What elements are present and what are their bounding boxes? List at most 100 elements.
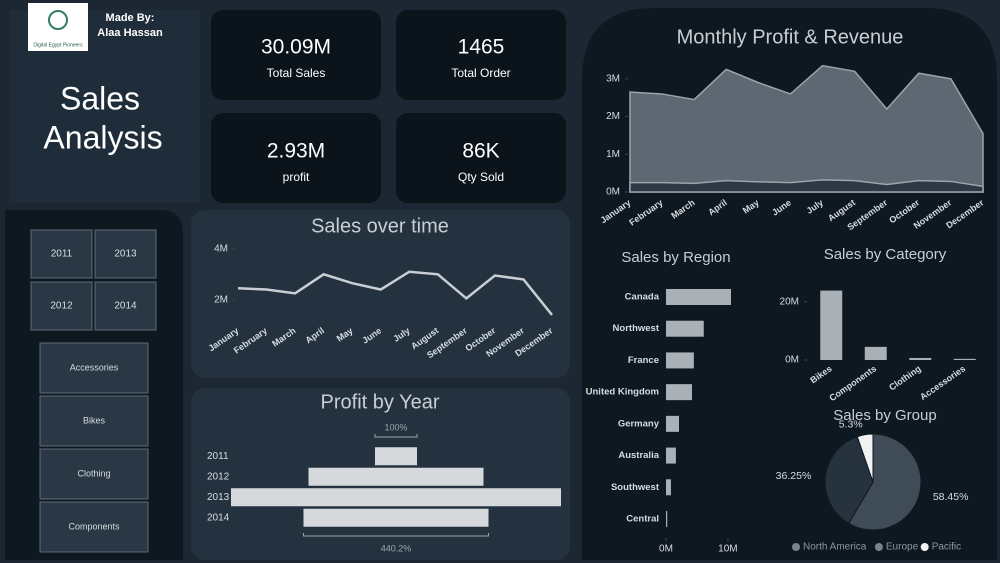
bracket [374,434,418,438]
year-filter-label[interactable]: 2014 [114,301,137,312]
category-filter-label[interactable]: Clothing [77,468,110,478]
kpi-label: Total Sales [267,66,326,80]
kpi-label: Total Order [451,66,510,80]
funnel-bar [231,488,561,507]
bar [666,511,668,527]
title-line: Sales [60,80,140,116]
category-filter[interactable] [39,501,149,553]
funnel-bar [375,447,417,466]
year-filter[interactable] [94,229,157,279]
category-filter[interactable] [39,342,149,394]
chart-title: Profit by Year [321,391,440,413]
y-tick-label: 3M [606,73,620,84]
kpi-card [396,10,566,100]
y-tick-label: 2014 [207,512,230,523]
area [629,179,984,193]
chart-title: Sales by Region [621,249,730,266]
data-label: 36.25% [776,470,812,482]
category-filter-label[interactable]: Bikes [83,415,106,425]
annotation: 440.2% [381,543,412,553]
legend-label: North America [803,542,867,553]
y-tick-label: 0M [785,355,799,366]
y-tick-label: Southwest [611,482,660,493]
year-filter-label[interactable]: 2012 [50,301,73,312]
chart-panel [191,210,570,378]
y-tick-label: Australia [618,450,659,461]
title-line: Analysis [43,119,162,155]
pie-slice [848,433,922,531]
y-tick-label: 2012 [207,471,230,482]
legend-marker [792,543,800,551]
legend-label: Europe [886,542,919,553]
annotation: 100% [384,422,407,432]
bar [666,447,676,464]
category-filter-label[interactable]: Accessories [70,362,119,372]
y-tick-label: 2M [214,294,228,305]
bar [666,384,692,401]
bar [666,289,731,305]
line [237,270,553,316]
funnel-bar [308,467,484,486]
made-by: Made By: [106,12,155,24]
kpi-card [211,10,381,100]
category-filter[interactable] [39,395,149,447]
bar [909,357,932,360]
logo-text: Digital Egypt Pioneers [33,42,83,48]
bracket [303,533,489,537]
kpi-value: 2.93M [267,140,325,163]
kpi-value: 30.09M [261,36,331,59]
funnel-bar [303,508,489,527]
y-tick-label: 4M [214,244,228,255]
y-tick-label: 1M [606,149,620,160]
chart-title: Monthly Profit & Revenue [677,26,904,48]
author: Alaa Hassan [97,27,163,39]
y-tick-label: 2M [606,111,620,122]
data-label: 58.45% [933,491,969,503]
year-filter-label[interactable]: 2011 [51,249,73,260]
bar [820,290,843,360]
x-tick-label: 0M [659,544,673,555]
kpi-card [211,113,381,203]
pie-slice [856,433,874,483]
kpi-label: profit [283,170,310,184]
kpi-card [396,113,566,203]
y-tick-label: 20M [780,296,799,307]
legend-marker [874,543,883,551]
legend-marker [920,543,929,551]
y-tick-label: 0M [606,187,620,198]
bar [666,415,679,432]
y-tick-label: 2013 [207,492,230,503]
area [629,64,984,193]
data-label: 5.3% [839,419,863,431]
y-tick-label: United Kingdom [586,387,659,398]
year-filter-label[interactable]: 2013 [114,249,137,260]
year-filter[interactable] [30,281,93,331]
pie-slice [824,436,874,525]
y-tick-label: 2011 [207,451,229,462]
bar [666,320,704,337]
y-tick-label: Germany [618,418,660,429]
kpi-label: Qty Sold [458,170,504,184]
bar [666,479,671,496]
category-filter[interactable] [39,448,149,500]
logo-icon [48,10,68,30]
year-filter[interactable] [30,229,93,279]
chart-title: Sales over time [311,215,449,237]
x-tick-label: 10M [718,544,737,555]
kpi-value: 86K [462,140,499,163]
y-tick-label: France [628,355,659,366]
bar [953,358,976,360]
y-tick-label: Canada [625,292,660,303]
category-filter-label[interactable]: Components [68,521,120,531]
year-filter[interactable] [94,281,157,331]
bar [864,346,887,360]
chart-title: Sales by Group [833,407,936,424]
chart-title: Sales by Category [824,246,947,263]
y-tick-label: Central [626,514,659,525]
y-tick-label: Northwest [613,323,660,334]
bar [666,352,694,369]
kpi-value: 1465 [458,36,505,59]
legend-label: Pacific [932,542,961,553]
